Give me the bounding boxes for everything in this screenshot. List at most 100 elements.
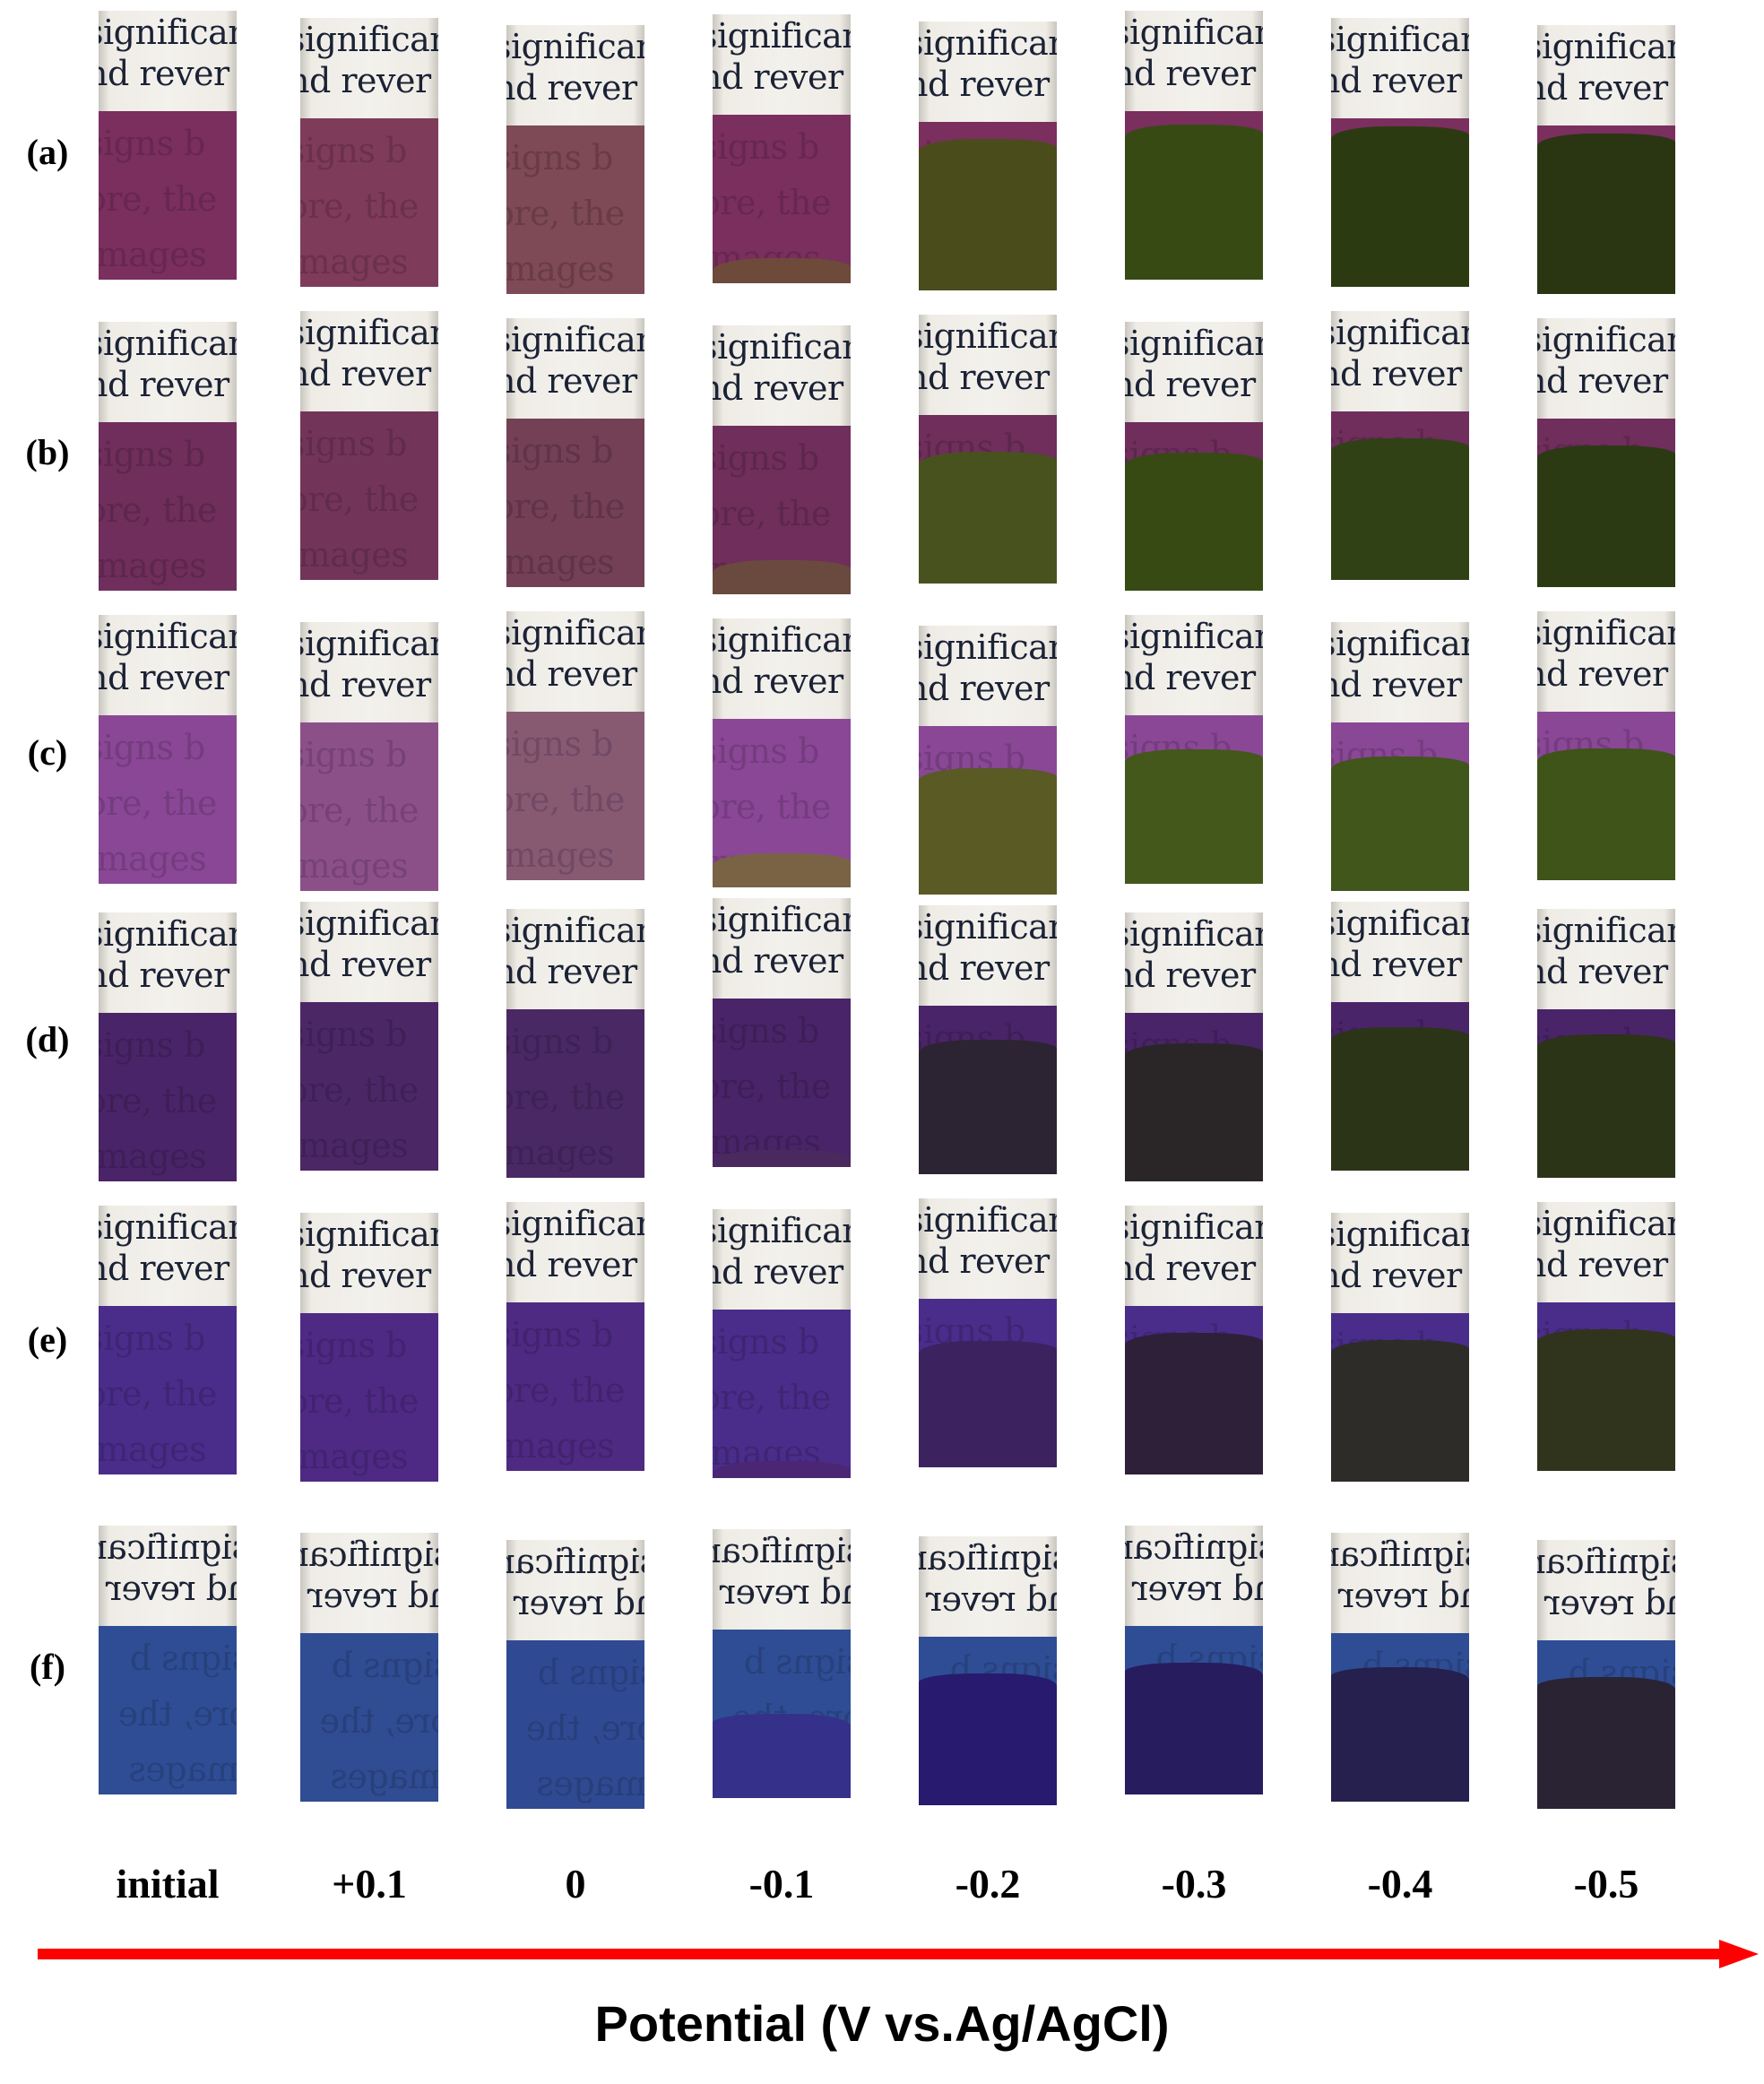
- film-ghost-text: images: [300, 846, 409, 886]
- paper-text-line: nd rever: [99, 658, 229, 697]
- row-label: (b): [25, 432, 70, 472]
- film-ghost-text: images: [99, 235, 207, 274]
- film-ghost-text: images: [330, 1757, 438, 1796]
- paper-text-line: nd rever: [1331, 665, 1462, 705]
- film-region: signs b ore, the images: [99, 715, 237, 884]
- paper-text-line: nd rever: [720, 1572, 851, 1612]
- film-ghost-text: images: [506, 1133, 615, 1172]
- film-ghost-text: images: [506, 835, 615, 875]
- film-ghost-text: images: [99, 839, 207, 878]
- reduced-film-region: [1331, 126, 1469, 287]
- reduced-film-region: [1125, 1043, 1263, 1181]
- axis-title: Potential (V vs.Ag/AgCl): [594, 1995, 1170, 2052]
- potential-tick-label: -0.2: [955, 1861, 1021, 1907]
- reduced-film-region: [1125, 1333, 1263, 1474]
- film-ghost-text: images: [128, 1750, 237, 1789]
- film-ghost-text: ore, the: [713, 494, 831, 533]
- film-ghost-text: signs b: [713, 1322, 819, 1362]
- film-ghost-text: ore, the: [300, 1070, 419, 1110]
- paper-text-line: nd rever: [713, 1252, 843, 1292]
- film-ghost-text: ore, the: [713, 787, 831, 826]
- film-ghost-text: signs b: [99, 728, 205, 767]
- reduced-film-region: [713, 853, 851, 887]
- film-ghost-text: ore, the: [118, 1694, 237, 1734]
- paper-text-line: nd rever: [919, 1241, 1050, 1281]
- reduced-film-region: [713, 1714, 851, 1798]
- paper-text-line: nd rever: [1125, 658, 1256, 697]
- paper-text-line: nd rever: [713, 941, 843, 981]
- reduced-film-region: [919, 452, 1057, 584]
- paper-text-line: nd rever: [99, 956, 229, 995]
- film-ghost-text: signs b: [300, 735, 407, 774]
- film-ghost-text: ore, the: [99, 783, 217, 823]
- potential-tick-label: -0.4: [1367, 1861, 1433, 1907]
- row-label: (d): [25, 1019, 70, 1059]
- film-ghost-text: ore, the: [506, 194, 625, 233]
- film-ghost-text: signs b: [506, 1315, 613, 1354]
- film-ghost-text: signs b: [332, 1646, 438, 1685]
- paper-text-line: nd rever: [99, 365, 229, 404]
- reduced-film-region: [919, 1673, 1057, 1805]
- reduced-film-region: [1537, 134, 1675, 294]
- reduced-film-region: [1125, 453, 1263, 591]
- reduced-film-region: [713, 560, 851, 594]
- paper-text-line: nd rever: [1331, 354, 1462, 393]
- film-ghost-text: signs b: [506, 724, 613, 764]
- paper-text-line: nd rever: [1537, 361, 1668, 401]
- film-ghost-text: ore, the: [300, 1381, 419, 1421]
- paper-text-line: nd rever: [506, 952, 637, 991]
- paper-text-line: nd rever: [919, 65, 1050, 104]
- reduced-film-region: [919, 768, 1057, 895]
- row-label: (f): [30, 1647, 65, 1687]
- reduced-film-region: [713, 1150, 851, 1167]
